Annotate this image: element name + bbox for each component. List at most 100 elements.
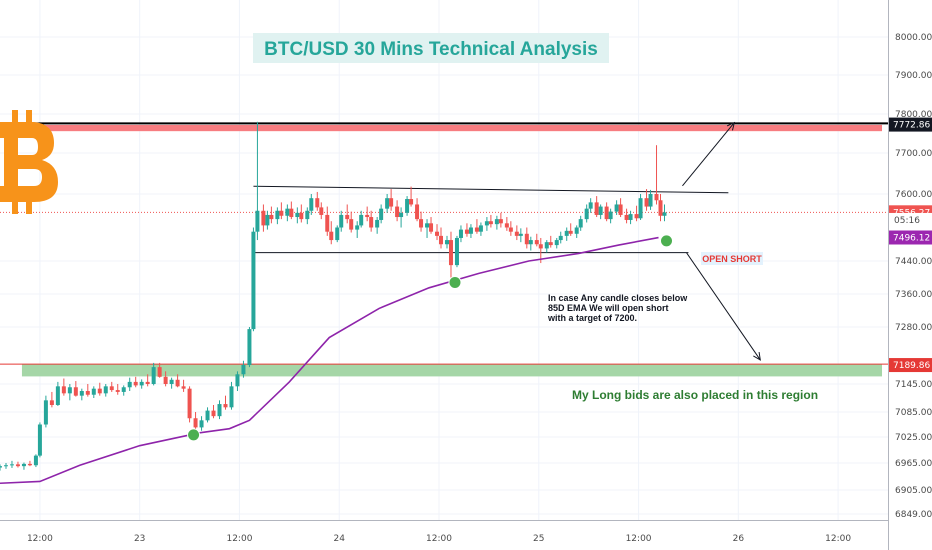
candle-body: [229, 386, 234, 408]
candle: [217, 400, 222, 420]
time-axis[interactable]: 12:00 23 12:00 24 12:00 25 12:00 26 12:00: [0, 520, 888, 550]
candle-body: [498, 219, 503, 224]
short-note-line-2: 85D EMA We will open short: [548, 303, 669, 313]
price-tick-label: 7280.00: [895, 323, 932, 333]
candle: [554, 237, 559, 249]
price-label-text: 7772.86: [893, 121, 930, 131]
arrow-down-shaft: [686, 252, 761, 361]
candle-body: [3, 465, 8, 467]
candle: [662, 204, 667, 222]
candle-body: [37, 424, 42, 456]
candle: [211, 405, 216, 419]
candle: [309, 194, 314, 215]
candle-body: [91, 388, 96, 395]
candle-body: [528, 240, 533, 245]
candle-body: [349, 219, 354, 230]
long-bids-note: My Long bids are also placed in this reg…: [572, 388, 818, 402]
candle: [157, 362, 162, 378]
candle: [454, 235, 459, 268]
candle-body: [279, 210, 284, 216]
candle-body: [265, 214, 270, 226]
candle: [468, 224, 473, 238]
candle: [389, 189, 394, 211]
candle-body: [654, 194, 659, 201]
candle: [329, 221, 334, 245]
candle-body: [474, 227, 479, 232]
candle: [275, 207, 280, 225]
candle: [151, 362, 156, 386]
candle: [349, 211, 354, 233]
price-axis[interactable]: 8000.00 7900.00 7800.00 7700.00 7600.00 7440.…: [888, 0, 932, 550]
open-short-label: OPEN SHORT: [702, 254, 762, 264]
candle-body: [468, 227, 473, 234]
candle: [285, 204, 290, 222]
candle: [498, 212, 503, 228]
candle: [289, 201, 294, 220]
open-short-box: [701, 252, 763, 265]
candle-body: [235, 374, 240, 387]
candle: [91, 386, 96, 398]
candle: [379, 204, 384, 224]
candle-body: [335, 227, 340, 241]
price-label: 7772.86: [889, 117, 932, 132]
short-note-line-1: In case Any candle closes below: [548, 293, 688, 303]
candle: [474, 219, 479, 234]
candle-body: [548, 242, 553, 246]
price-tick-label: 7085.00: [895, 408, 932, 418]
candle-body: [618, 204, 623, 215]
short-note-line-3: with a target of 7200.: [547, 313, 637, 323]
candle-body: [429, 223, 434, 232]
bitcoin-logo: [0, 110, 58, 214]
candle-body: [464, 229, 469, 234]
candle: [644, 189, 649, 211]
candle-body: [157, 367, 162, 377]
candle-body: [139, 381, 144, 386]
time-tick-label: 12:00: [626, 534, 652, 544]
candle-body: [163, 376, 168, 384]
title-box: [253, 33, 609, 63]
candle: [435, 224, 440, 241]
price-tick-label: 7800.00: [895, 110, 932, 120]
candle-body: [205, 410, 210, 421]
candle-body: [355, 225, 360, 230]
candle: [654, 145, 659, 205]
candle-body: [644, 198, 649, 207]
candle: [574, 225, 579, 238]
candle-body: [574, 227, 579, 234]
candle-body: [21, 463, 26, 467]
candle-body: [648, 194, 653, 207]
candle-body: [295, 212, 300, 218]
candles: [0, 121, 667, 471]
price-label: 05:16: [889, 212, 932, 227]
price-label-bg: [889, 117, 932, 132]
candle-body: [269, 214, 274, 220]
candle-body: [255, 210, 260, 232]
candle: [187, 386, 192, 423]
candle-body: [211, 410, 216, 417]
price-label-bg: [889, 230, 932, 245]
candle: [345, 204, 350, 224]
candle-body: [193, 418, 198, 428]
price-label-text: 7496.12: [893, 233, 930, 243]
candle-body: [261, 210, 266, 226]
price-tick-label: 6849.00: [895, 510, 932, 520]
candle-body: [454, 237, 459, 266]
candle-body: [624, 214, 629, 220]
candle-body: [439, 235, 444, 245]
candle: [494, 215, 499, 230]
candle-body: [584, 208, 589, 220]
candle-body: [275, 210, 280, 220]
candle: [375, 217, 380, 234]
candle: [429, 217, 434, 234]
candle: [514, 225, 519, 241]
price-tick-label: 7900.00: [895, 71, 932, 81]
candle-body: [247, 329, 252, 365]
candle: [9, 460, 14, 468]
candle: [133, 376, 138, 388]
candle: [279, 202, 284, 220]
candle: [628, 210, 633, 225]
arrow-down-head: [753, 351, 761, 361]
candle-body: [9, 464, 14, 466]
candle: [415, 198, 420, 222]
